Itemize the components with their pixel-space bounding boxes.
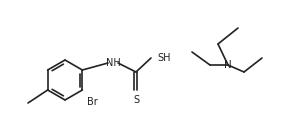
Text: SH: SH [157,53,170,63]
Text: NH: NH [106,58,120,68]
Text: S: S [133,95,139,105]
Text: N: N [224,60,232,70]
Text: Br: Br [87,97,98,107]
